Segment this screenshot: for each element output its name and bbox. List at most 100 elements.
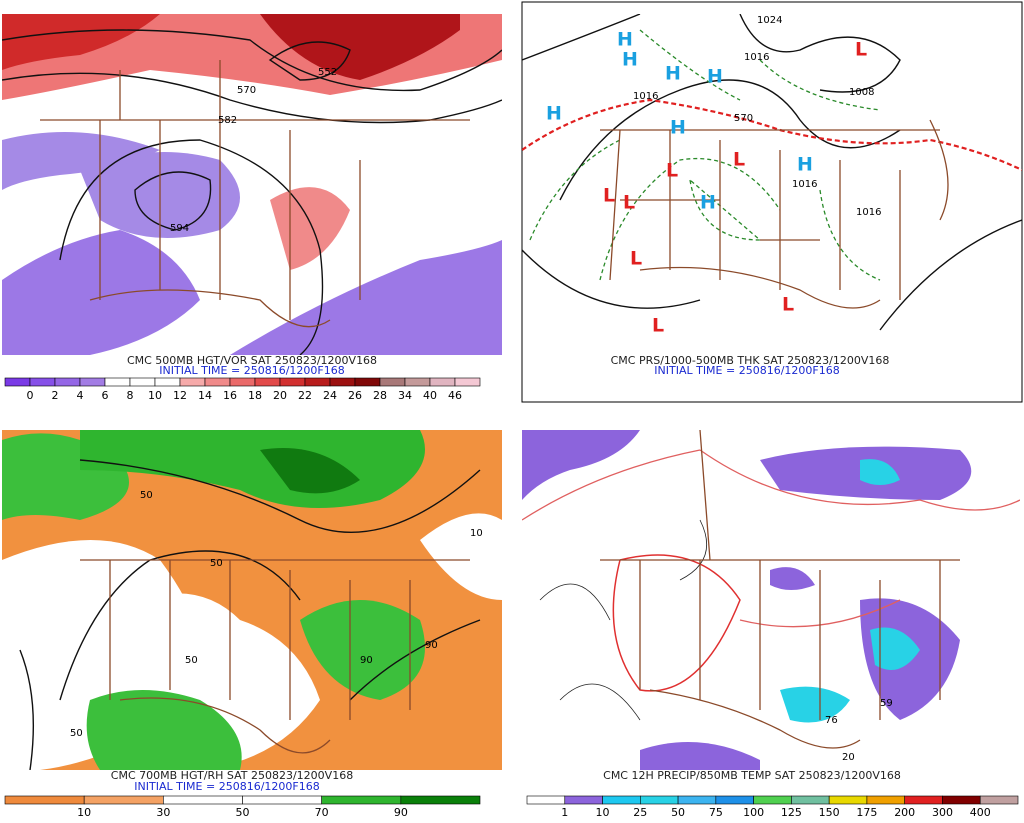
colorbar-swatch	[29, 377, 56, 387]
low-label: L	[782, 294, 794, 316]
colorbar-label: 10	[77, 806, 91, 819]
high-label: H	[707, 66, 723, 88]
high-label: H	[617, 29, 633, 51]
colorbar-label: 175	[856, 806, 877, 819]
low-label: L	[603, 185, 615, 207]
low-label: L	[623, 192, 635, 214]
colorbar-swatch	[83, 795, 164, 805]
map-pressure	[522, 14, 1022, 331]
caption: CMC 12H PRECIP/850MB TEMP SAT 250823/120…	[603, 769, 901, 782]
colorbar-label: 150	[819, 806, 840, 819]
low-label: L	[733, 149, 745, 171]
colorbar-label: 4	[77, 389, 84, 402]
colorbar-label: 30	[156, 806, 170, 819]
colorbar-label: 50	[671, 806, 685, 819]
colorbar-label: 20	[273, 389, 287, 402]
colorbar-swatch	[204, 377, 231, 387]
colorbar-swatch	[179, 377, 206, 387]
colorbar-swatch	[379, 377, 406, 387]
contour-label: 50	[210, 558, 223, 569]
lows: L L L L L L L L	[603, 39, 867, 337]
colorbar-swatch	[979, 795, 1019, 805]
contour-label: 1008	[849, 87, 874, 98]
contour-label: 59	[880, 698, 893, 709]
colorbar-swatch	[79, 377, 106, 387]
high-label: H	[797, 154, 813, 176]
initial-time: INITIAL TIME = 250816/1200F168	[159, 364, 344, 377]
map-700mb	[2, 430, 502, 770]
high-label: H	[665, 63, 681, 85]
colorbar-swatch	[54, 377, 81, 387]
colorbar-swatch	[242, 795, 322, 805]
contour-label: 1024	[757, 15, 782, 26]
low-label: L	[652, 315, 664, 337]
colorbar-swatch	[400, 795, 481, 805]
colorbar-swatch	[526, 795, 566, 805]
colorbar-label: 40	[423, 389, 437, 402]
high-label: H	[670, 117, 686, 139]
high-label: H	[700, 192, 716, 214]
colorbar-label: 26	[348, 389, 362, 402]
colorbar-label: 22	[298, 389, 312, 402]
colorbar-swatch	[602, 795, 641, 805]
contour-label: 50	[140, 490, 153, 501]
caption: CMC 500MB HGT/VOR SAT 250823/1200V168	[127, 354, 377, 367]
contour-label: 1016	[744, 52, 769, 63]
contour-label: 76	[825, 715, 838, 726]
contour-label: 1016	[633, 91, 658, 102]
colorbar-swatch	[104, 377, 131, 387]
colorbar-swatch	[129, 377, 156, 387]
colorbar-swatch	[564, 795, 603, 805]
colorbar-swatch	[640, 795, 679, 805]
colorbar-label: 10	[148, 389, 162, 402]
colorbar-swatch	[753, 795, 792, 805]
colorbar-swatch	[154, 377, 181, 387]
contour-label: 582	[218, 115, 237, 126]
colorbar-label: 24	[323, 389, 337, 402]
colorbar-swatch	[254, 377, 281, 387]
colorbar-label: 75	[709, 806, 723, 819]
colorbar-label: 18	[248, 389, 262, 402]
colorbar-label: 25	[633, 806, 647, 819]
low-label: L	[855, 39, 867, 61]
colorbar-swatch	[715, 795, 754, 805]
colorbar-label: 125	[781, 806, 802, 819]
contour-label: 552	[318, 67, 337, 78]
colorbar-swatch	[429, 377, 456, 387]
colorbar-label: 2	[52, 389, 59, 402]
colorbar-label: 34	[398, 389, 412, 402]
colorbar-swatch	[279, 377, 306, 387]
colorbar-label: 400	[970, 806, 991, 819]
colorbar-label: 12	[173, 389, 187, 402]
colorbar-label: 200	[894, 806, 915, 819]
contour-label: 570	[237, 85, 256, 96]
colorbar-swatch	[404, 377, 431, 387]
colorbar-swatch	[4, 377, 31, 387]
map-precip	[522, 430, 1020, 770]
high-label: H	[546, 103, 562, 125]
colorbar-label: 8	[127, 389, 134, 402]
colorbar-swatch	[321, 795, 402, 805]
contour-label: 50	[70, 728, 83, 739]
contour-label: 50	[185, 655, 198, 666]
contour-label: 570	[734, 113, 753, 124]
contour-label: 1016	[856, 207, 881, 218]
colorbar-label: 300	[932, 806, 953, 819]
colorbar-swatch	[828, 795, 868, 805]
colorbar-label: 1	[561, 806, 568, 819]
colorbar-swatch	[942, 795, 981, 805]
colorbar-label: 16	[223, 389, 237, 402]
colorbar-label: 14	[198, 389, 212, 402]
colorbar-swatch	[791, 795, 830, 805]
contour-label: 10	[470, 528, 483, 539]
colorbar-swatch	[304, 377, 331, 387]
colorbar-swatch	[354, 377, 381, 387]
colorbar-label: 90	[394, 806, 408, 819]
caption: CMC 700MB HGT/RH SAT 250823/1200V168	[111, 769, 353, 782]
colorbar-swatch	[4, 795, 85, 805]
low-label: L	[630, 248, 642, 270]
high-label: H	[622, 49, 638, 71]
panel-frame	[521, 1, 1023, 403]
